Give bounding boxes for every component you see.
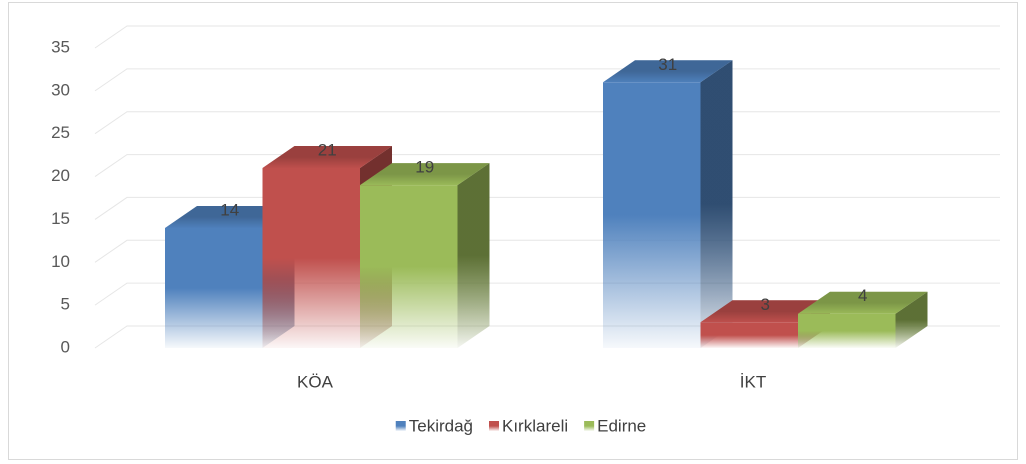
y-tick-label: 15	[51, 209, 70, 228]
data-label: 4	[858, 286, 867, 305]
y-tick-label: 0	[61, 337, 70, 356]
data-label: 14	[220, 200, 239, 219]
legend-label: Edirne	[597, 416, 646, 435]
legend-swatch	[584, 421, 595, 431]
y-tick-label: 25	[51, 123, 70, 142]
bar	[700, 322, 798, 348]
bar-top-shade	[165, 206, 295, 228]
bar-top-shade	[700, 300, 830, 323]
bar-top-shade	[603, 60, 733, 83]
x-tick-label: KÖA	[297, 372, 334, 391]
bar-top-shade	[798, 291, 928, 314]
legend: Tekirdağ Kırklareli Edirne	[395, 416, 646, 435]
data-label: 21	[318, 140, 337, 159]
bar	[165, 228, 263, 348]
data-label: 19	[415, 158, 434, 177]
legend-swatch	[395, 421, 406, 431]
bar-side-shade	[895, 291, 928, 348]
legend-label: Tekirdağ	[409, 416, 473, 435]
y-tick-label: 10	[51, 252, 70, 271]
data-label: 3	[761, 295, 770, 314]
y-tick-label: 35	[51, 37, 70, 56]
legend-swatch	[489, 421, 499, 431]
x-tick-label: İKT	[740, 372, 766, 391]
bar-side-shade	[457, 163, 490, 348]
bar-top-shade	[360, 163, 490, 186]
bar	[360, 185, 458, 348]
bar-side-shade	[700, 60, 733, 349]
y-tick-label: 20	[51, 166, 70, 185]
bar	[798, 313, 896, 348]
y-tick-label: 30	[51, 80, 70, 99]
bar	[603, 82, 701, 349]
legend-label: Kırklareli	[502, 416, 568, 435]
grid-line	[94, 25, 1000, 49]
bar	[262, 168, 360, 348]
chart-border	[8, 2, 1018, 460]
bar-top-shade	[262, 146, 392, 168]
data-label: 31	[658, 55, 677, 74]
y-tick-label: 5	[61, 295, 70, 314]
